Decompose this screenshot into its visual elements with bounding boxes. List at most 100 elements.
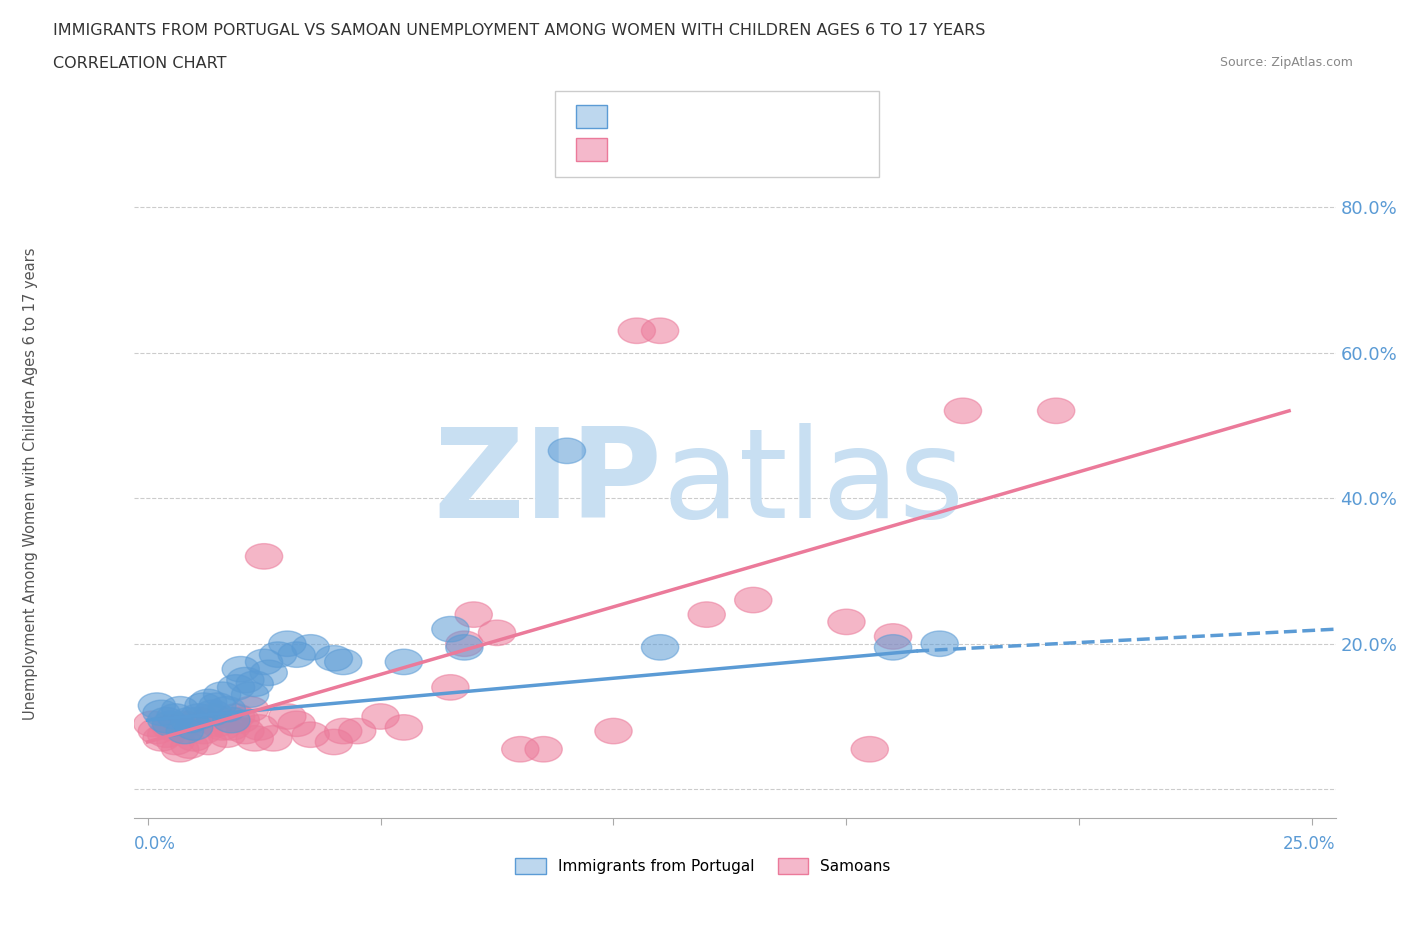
Ellipse shape bbox=[246, 649, 283, 674]
Ellipse shape bbox=[921, 631, 959, 657]
Ellipse shape bbox=[166, 711, 204, 737]
Ellipse shape bbox=[162, 697, 198, 722]
Text: IMMIGRANTS FROM PORTUGAL VS SAMOAN UNEMPLOYMENT AMONG WOMEN WITH CHILDREN AGES 6: IMMIGRANTS FROM PORTUGAL VS SAMOAN UNEMP… bbox=[53, 23, 986, 38]
Ellipse shape bbox=[218, 704, 254, 729]
Ellipse shape bbox=[502, 737, 538, 762]
Ellipse shape bbox=[385, 714, 422, 740]
Ellipse shape bbox=[138, 693, 176, 718]
Ellipse shape bbox=[945, 398, 981, 423]
Ellipse shape bbox=[208, 697, 246, 722]
Ellipse shape bbox=[190, 729, 226, 755]
Ellipse shape bbox=[198, 693, 236, 718]
Legend: Immigrants from Portugal, Samoans: Immigrants from Portugal, Samoans bbox=[509, 852, 897, 881]
Ellipse shape bbox=[236, 671, 273, 697]
Ellipse shape bbox=[172, 708, 208, 733]
Ellipse shape bbox=[259, 642, 297, 668]
Text: R = 0.164: R = 0.164 bbox=[619, 107, 717, 126]
Ellipse shape bbox=[226, 668, 264, 693]
Ellipse shape bbox=[278, 711, 315, 737]
Ellipse shape bbox=[180, 708, 218, 733]
Ellipse shape bbox=[548, 438, 585, 463]
Ellipse shape bbox=[432, 617, 470, 642]
Text: R = 0.561: R = 0.561 bbox=[619, 140, 717, 159]
Ellipse shape bbox=[176, 725, 212, 751]
Ellipse shape bbox=[456, 602, 492, 628]
Ellipse shape bbox=[236, 725, 273, 751]
Ellipse shape bbox=[138, 718, 176, 744]
Ellipse shape bbox=[269, 631, 307, 657]
Ellipse shape bbox=[184, 718, 222, 744]
Ellipse shape bbox=[204, 682, 240, 708]
Ellipse shape bbox=[148, 708, 184, 733]
Text: Unemployment Among Women with Children Ages 6 to 17 years: Unemployment Among Women with Children A… bbox=[24, 247, 38, 720]
Ellipse shape bbox=[361, 704, 399, 729]
Ellipse shape bbox=[134, 711, 172, 737]
Ellipse shape bbox=[478, 620, 516, 645]
Ellipse shape bbox=[325, 649, 361, 674]
Text: N = 37: N = 37 bbox=[752, 107, 820, 126]
Text: Source: ZipAtlas.com: Source: ZipAtlas.com bbox=[1219, 56, 1353, 69]
Ellipse shape bbox=[278, 642, 315, 668]
Text: 25.0%: 25.0% bbox=[1284, 835, 1336, 854]
Ellipse shape bbox=[875, 624, 911, 649]
Ellipse shape bbox=[292, 634, 329, 660]
Ellipse shape bbox=[254, 725, 292, 751]
Ellipse shape bbox=[315, 645, 353, 671]
Ellipse shape bbox=[232, 697, 269, 722]
Ellipse shape bbox=[204, 714, 240, 740]
Ellipse shape bbox=[432, 674, 470, 700]
Ellipse shape bbox=[385, 649, 422, 674]
Ellipse shape bbox=[339, 718, 375, 744]
Text: 0.0%: 0.0% bbox=[134, 835, 176, 854]
Text: atlas: atlas bbox=[662, 423, 965, 544]
Ellipse shape bbox=[524, 737, 562, 762]
Ellipse shape bbox=[641, 634, 679, 660]
Ellipse shape bbox=[198, 711, 236, 737]
Ellipse shape bbox=[212, 714, 250, 740]
Ellipse shape bbox=[190, 689, 226, 714]
Ellipse shape bbox=[875, 634, 911, 660]
Ellipse shape bbox=[595, 718, 633, 744]
Ellipse shape bbox=[208, 722, 246, 748]
Ellipse shape bbox=[148, 722, 184, 748]
Text: ZIP: ZIP bbox=[434, 423, 662, 544]
Ellipse shape bbox=[212, 708, 250, 733]
Ellipse shape bbox=[194, 704, 232, 729]
Ellipse shape bbox=[269, 704, 307, 729]
Ellipse shape bbox=[157, 704, 194, 729]
Ellipse shape bbox=[162, 737, 198, 762]
Ellipse shape bbox=[232, 682, 269, 708]
Ellipse shape bbox=[184, 693, 222, 718]
Ellipse shape bbox=[172, 733, 208, 758]
Ellipse shape bbox=[446, 631, 484, 657]
Ellipse shape bbox=[166, 718, 204, 744]
Ellipse shape bbox=[828, 609, 865, 634]
Ellipse shape bbox=[143, 725, 180, 751]
Ellipse shape bbox=[180, 704, 218, 729]
Ellipse shape bbox=[218, 674, 254, 700]
Ellipse shape bbox=[176, 714, 212, 740]
Ellipse shape bbox=[226, 718, 264, 744]
Ellipse shape bbox=[152, 711, 190, 737]
Ellipse shape bbox=[246, 544, 283, 569]
Ellipse shape bbox=[641, 318, 679, 343]
Ellipse shape bbox=[194, 700, 232, 725]
Text: CORRELATION CHART: CORRELATION CHART bbox=[53, 56, 226, 71]
Ellipse shape bbox=[143, 700, 180, 725]
Ellipse shape bbox=[222, 657, 259, 682]
Ellipse shape bbox=[1038, 398, 1074, 423]
Ellipse shape bbox=[222, 708, 259, 733]
Ellipse shape bbox=[734, 588, 772, 613]
Ellipse shape bbox=[619, 318, 655, 343]
Ellipse shape bbox=[688, 602, 725, 628]
Ellipse shape bbox=[325, 718, 361, 744]
Ellipse shape bbox=[240, 714, 278, 740]
Ellipse shape bbox=[315, 729, 353, 755]
Ellipse shape bbox=[446, 634, 484, 660]
Ellipse shape bbox=[292, 722, 329, 748]
Ellipse shape bbox=[152, 714, 190, 740]
Text: N = 50: N = 50 bbox=[752, 140, 820, 159]
Ellipse shape bbox=[851, 737, 889, 762]
Ellipse shape bbox=[157, 729, 194, 755]
Ellipse shape bbox=[250, 660, 287, 685]
